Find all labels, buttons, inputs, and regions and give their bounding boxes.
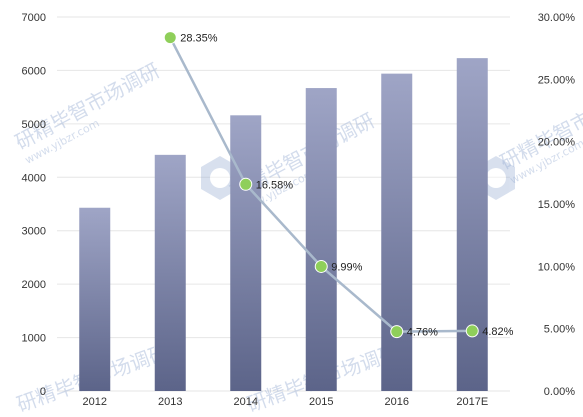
y-left-tick-label: 0 — [40, 386, 46, 398]
x-tick-label: 2017E — [456, 396, 488, 408]
y-axis-left: 0 1000 2000 3000 4000 5000 6000 7000 — [22, 12, 46, 398]
line-series: 28.35% 16.58% 9.99% 4.76% 4.82% — [163, 31, 514, 339]
bar — [381, 73, 413, 392]
line-point — [390, 325, 404, 339]
x-tick-label: 2014 — [234, 396, 258, 408]
y-right-tick-label: 25.00% — [538, 74, 576, 86]
bar — [456, 58, 488, 391]
x-tick-label: 2016 — [385, 396, 409, 408]
line-point — [163, 31, 177, 45]
y-right-tick-label: 5.00% — [544, 324, 575, 336]
y-left-tick-label: 7000 — [22, 12, 46, 24]
bar-series — [79, 58, 488, 392]
y-left-tick-label: 1000 — [22, 333, 46, 345]
data-label: 16.58% — [256, 179, 294, 191]
bar — [305, 88, 337, 391]
data-label: 9.99% — [331, 261, 362, 273]
y-right-tick-label: 0.00% — [544, 386, 575, 398]
y-axis-right: 0.00% 5.00% 10.00% 15.00% 20.00% 25.00% 30.00% — [538, 12, 576, 398]
watermark-logo-icon — [201, 156, 239, 200]
y-left-tick-label: 3000 — [22, 226, 46, 238]
line-point — [314, 259, 328, 273]
data-label: 4.76% — [407, 327, 438, 339]
y-right-tick-label: 20.00% — [538, 137, 576, 149]
x-tick-label: 2015 — [309, 396, 333, 408]
data-label: 28.35% — [180, 33, 218, 45]
y-right-tick-label: 15.00% — [538, 199, 576, 211]
bar — [230, 115, 262, 392]
x-tick-label: 2013 — [158, 396, 182, 408]
data-label: 4.82% — [482, 326, 513, 338]
y-left-tick-label: 4000 — [22, 172, 46, 184]
bar — [79, 207, 111, 391]
x-tick-label: 2012 — [83, 396, 107, 408]
x-axis: 2012 2013 2014 2015 2016 2017E — [83, 396, 489, 408]
y-left-tick-label: 2000 — [22, 279, 46, 291]
y-left-tick-label: 5000 — [22, 119, 46, 131]
line-point — [239, 177, 253, 191]
gridlines — [57, 16, 510, 392]
bar — [154, 154, 186, 391]
y-right-tick-label: 30.00% — [538, 12, 576, 24]
y-left-tick-label: 6000 — [22, 65, 46, 77]
y-right-tick-label: 10.00% — [538, 261, 576, 273]
line-point — [465, 324, 479, 338]
